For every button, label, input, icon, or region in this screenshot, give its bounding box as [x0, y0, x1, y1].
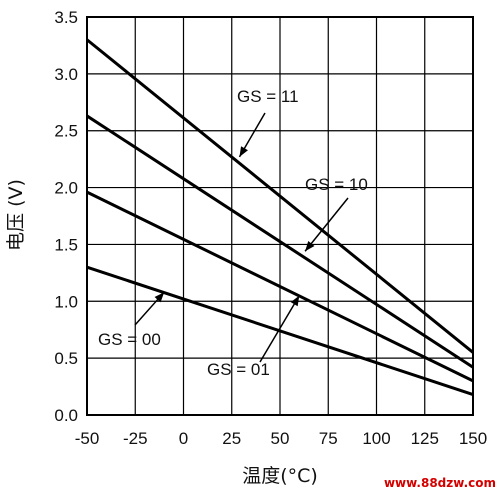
x-axis-title: 温度(°C) — [242, 465, 318, 487]
y-tick-labels: 0.0 0.5 1.0 1.5 2.0 2.5 3.0 3.5 — [54, 8, 78, 425]
y-tick-label: 2.5 — [54, 122, 78, 141]
y-tick-label: 3.0 — [54, 65, 78, 84]
x-tick-labels: -50 -25 0 25 50 75 100 125 150 — [75, 429, 487, 448]
y-tick-label: 0.5 — [54, 349, 78, 368]
series-line-1 — [86, 114, 474, 369]
y-axis-title: 电压 (V) — [5, 179, 27, 251]
series-line-3 — [86, 265, 474, 396]
annotation-arrowhead-1 — [305, 240, 315, 252]
x-tick-label: 75 — [319, 429, 338, 448]
annotation-label: GS = 11 — [237, 87, 299, 106]
x-tick-label: -25 — [123, 429, 148, 448]
x-tick-label: 50 — [271, 429, 290, 448]
annotation-label: GS = 10 — [305, 175, 368, 194]
grid — [86, 16, 474, 416]
x-tick-label: 0 — [179, 429, 188, 448]
watermark: www.88dzw.com — [384, 476, 496, 490]
annotation-label: GS = 01 — [207, 360, 270, 379]
annotation-arrowhead-3 — [154, 292, 165, 303]
annotations: GS = 11 GS = 10 GS = 01 GS = 00 — [98, 87, 368, 379]
series-lines — [86, 38, 474, 396]
y-tick-label: 1.0 — [54, 292, 78, 311]
annotation-leader-1 — [304, 197, 349, 252]
y-tick-label: 0.0 — [54, 406, 78, 425]
y-tick-label: 2.0 — [54, 179, 78, 198]
x-tick-label: 25 — [222, 429, 241, 448]
y-tick-label: 3.5 — [54, 8, 78, 27]
plot-frame — [86, 16, 474, 416]
y-tick-label: 1.5 — [54, 235, 78, 254]
series-line-2 — [86, 190, 474, 383]
x-tick-label: 125 — [411, 429, 439, 448]
annotation-arrowhead-2 — [290, 295, 300, 307]
annotation-arrowhead-0 — [239, 146, 248, 157]
x-tick-label: 150 — [459, 429, 487, 448]
x-tick-label: -50 — [75, 429, 100, 448]
series-line-0 — [86, 38, 474, 354]
annotation-leader-2 — [259, 295, 300, 363]
annotation-label: GS = 00 — [98, 330, 161, 349]
x-tick-label: 100 — [362, 429, 390, 448]
